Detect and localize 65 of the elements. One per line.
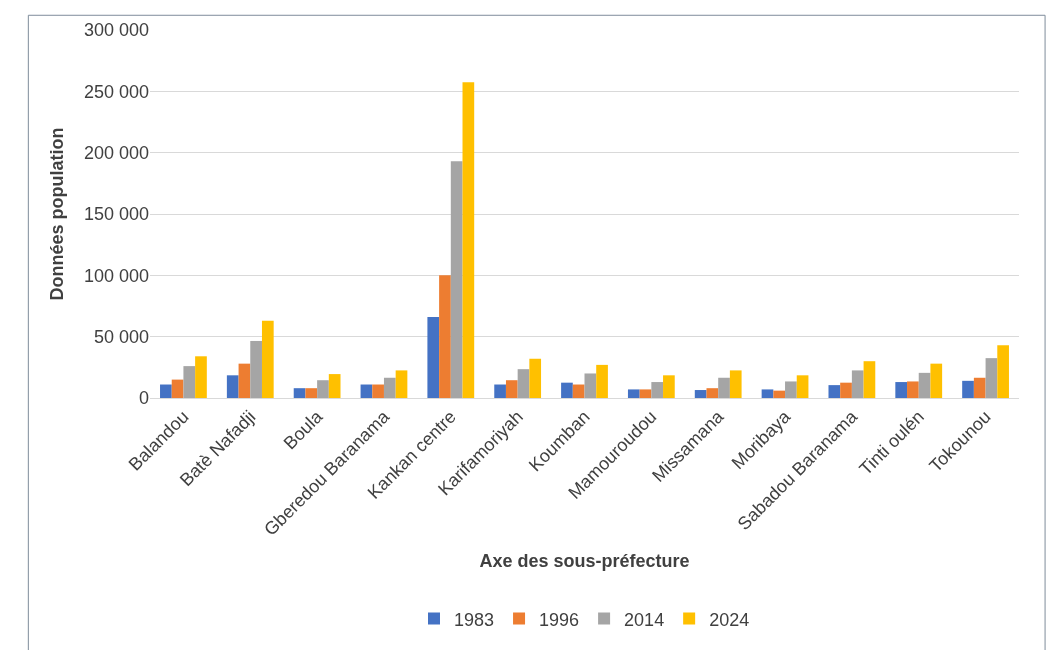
bar (706, 388, 719, 398)
bar (238, 363, 251, 398)
bar (250, 340, 262, 398)
bar (395, 370, 408, 398)
bar (796, 375, 809, 398)
bar (828, 385, 841, 398)
bar (985, 358, 998, 398)
y-tick-label: 150 000 (83, 204, 149, 225)
bar (427, 317, 440, 398)
bar (226, 375, 239, 398)
bar (195, 356, 207, 398)
bar (997, 345, 1009, 398)
bar (718, 377, 730, 398)
bar (261, 320, 274, 398)
bar (761, 389, 774, 398)
y-axis-title: Données population (47, 127, 68, 301)
bar (918, 372, 931, 398)
bar (694, 390, 707, 398)
bar (773, 390, 786, 398)
bar (627, 389, 640, 398)
bar (729, 370, 742, 398)
bar (183, 366, 196, 398)
y-tick-label: 200 000 (83, 142, 149, 163)
bar (572, 384, 585, 398)
legend-label: 2024 (709, 609, 750, 630)
bar (450, 161, 463, 398)
bar (561, 382, 573, 398)
bar (851, 370, 864, 398)
bar (317, 380, 329, 398)
bar (360, 384, 373, 398)
bar (439, 275, 451, 398)
bar (651, 382, 664, 398)
y-tick-label: 250 000 (83, 81, 149, 102)
legend-label: 1996 (539, 609, 580, 630)
bar (639, 389, 652, 398)
y-tick-label: 100 000 (83, 265, 149, 286)
legend-label: 1983 (454, 609, 495, 630)
x-axis-title: Axe des sous-préfecture (479, 550, 690, 571)
bar (840, 382, 852, 398)
bar (171, 379, 184, 398)
bar (462, 82, 475, 398)
bar (863, 361, 876, 398)
legend-label: 2014 (624, 609, 665, 630)
y-tick-label: 300 000 (83, 20, 149, 41)
bar (663, 375, 675, 398)
bar (529, 358, 542, 398)
bar (785, 381, 797, 398)
bar (596, 364, 608, 398)
bar (962, 380, 974, 398)
bar (907, 381, 919, 398)
y-tick-label: 0 (138, 388, 149, 409)
bar (494, 384, 506, 398)
bar (372, 384, 384, 398)
bar (895, 382, 908, 398)
y-tick-label: 50 000 (93, 326, 149, 347)
bar (328, 374, 341, 398)
bar (584, 373, 597, 398)
bar (293, 388, 306, 398)
bar (973, 377, 986, 398)
bar (505, 380, 518, 398)
bar (383, 377, 396, 398)
bar (517, 369, 530, 398)
bar (930, 363, 943, 398)
bar (160, 384, 172, 398)
bar (305, 388, 318, 398)
